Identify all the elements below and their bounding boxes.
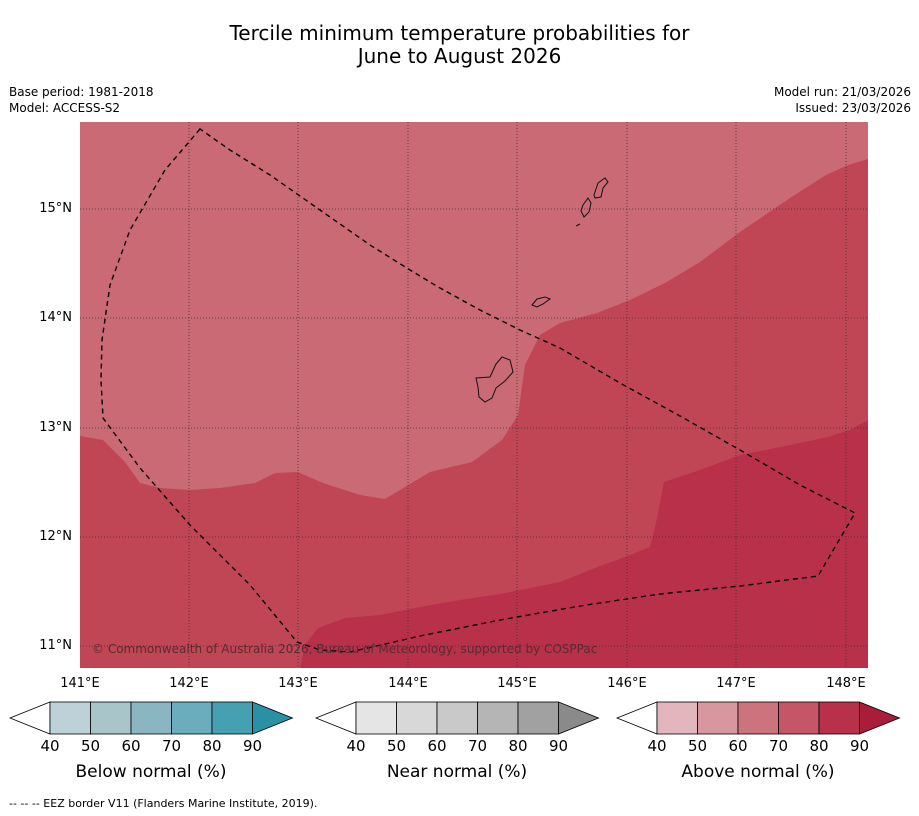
colorbar-tick: 40	[346, 737, 366, 755]
colorbar-extend-low	[8, 701, 51, 735]
lon-label-147e: 147°E	[716, 676, 756, 691]
colorbar-tick: 60	[728, 737, 748, 755]
lon-label-143e: 143°E	[278, 676, 318, 691]
lon-label-144e: 144°E	[388, 676, 428, 691]
colorbar-segment	[737, 701, 779, 735]
eez-legend-footer: -- -- -- EEZ border V11 (Flanders Marine…	[9, 797, 318, 810]
lat-label-13n: 13°N	[39, 420, 72, 435]
colorbar-tick: 90	[849, 737, 870, 755]
title-line-2: June to August 2026	[357, 44, 562, 68]
colorbar-extend-low	[615, 701, 658, 735]
colorbar-segment	[477, 701, 519, 735]
colorbar-extend-low	[314, 701, 357, 735]
colorbar-above	[615, 701, 901, 735]
colorbar-segment	[697, 701, 739, 735]
colorbar-above-label: Above normal (%)	[681, 762, 835, 782]
colorbar-tick: 50	[687, 737, 708, 755]
colorbar-tick: 80	[809, 737, 829, 755]
colorbar-segment	[517, 701, 559, 735]
grid-lines	[80, 122, 868, 668]
issued-date: Issued: 23/03/2026	[795, 101, 911, 115]
meta-left: Base period: 1981-2018 Model: ACCESS-S2	[9, 84, 154, 116]
colorbar-near-label: Near normal (%)	[386, 762, 528, 782]
colorbar-extend-high	[558, 701, 600, 735]
tinian-island	[580, 197, 592, 218]
colorbar-below	[8, 701, 294, 735]
zone-above-80	[300, 420, 868, 668]
aguijan-island	[575, 223, 581, 227]
colorbar-tick: 70	[467, 737, 488, 755]
colorbar-below-label: Below normal (%)	[75, 762, 227, 782]
lat-label-15n: 15°N	[39, 201, 72, 216]
colorbar-segment	[171, 701, 213, 735]
colorbar-segment	[656, 701, 698, 735]
colorbar-tick: 80	[202, 737, 222, 755]
colorbar-tick: 50	[386, 737, 407, 755]
colorbar-below-segments	[8, 701, 294, 735]
colorbar-tick: 40	[647, 737, 667, 755]
colorbar-tick: 60	[427, 737, 447, 755]
colorbar-near	[314, 701, 600, 735]
colorbar-tick: 90	[548, 737, 569, 755]
base-period: Base period: 1981-2018	[9, 85, 154, 99]
colorbar-near-segments	[314, 701, 600, 735]
colorbar-tick: 70	[161, 737, 182, 755]
colorbar-tick: 50	[80, 737, 101, 755]
model-run: Model run: 21/03/2026	[773, 85, 911, 99]
copyright-text: © Commonwealth of Australia 2026, Bureau…	[92, 642, 598, 656]
eez-border	[100, 128, 856, 653]
lon-label-141e: 141°E	[60, 676, 100, 691]
colorbar-tick: 60	[121, 737, 141, 755]
colorbar-tick: 80	[508, 737, 528, 755]
colorbar-extend-high	[859, 701, 901, 735]
map-title: Tercile minimum temperature probabilitie…	[0, 22, 919, 68]
lat-label-11n: 11°N	[39, 638, 72, 653]
colorbar-segment	[90, 701, 132, 735]
colorbar-segment	[818, 701, 860, 735]
colorbar-segment	[130, 701, 172, 735]
title-line-1: Tercile minimum temperature probabilitie…	[229, 21, 690, 45]
lat-label-14n: 14°N	[39, 310, 72, 325]
rota-island	[531, 296, 552, 308]
islands	[475, 177, 609, 403]
guam-island	[475, 356, 514, 403]
colorbar-segment	[211, 701, 253, 735]
lat-label-12n: 12°N	[39, 529, 72, 544]
colorbar-tick: 90	[242, 737, 263, 755]
colorbar-tick: 40	[40, 737, 60, 755]
colorbar-segment	[396, 701, 438, 735]
model-name: Model: ACCESS-S2	[9, 101, 121, 115]
lon-label-142e: 142°E	[169, 676, 209, 691]
lon-label-146e: 146°E	[607, 676, 647, 691]
colorbar-segment	[436, 701, 478, 735]
colorbar-segment	[778, 701, 820, 735]
colorbar-segment	[49, 701, 91, 735]
lon-label-148e: 148°E	[826, 676, 866, 691]
saipan-island	[593, 177, 609, 199]
colorbar-segment	[355, 701, 397, 735]
meta-right: Model run: 21/03/2026 Issued: 23/03/2026	[774, 84, 911, 116]
colorbar-tick: 70	[768, 737, 789, 755]
colorbar-above-segments	[615, 701, 901, 735]
colorbar-extend-high	[252, 701, 294, 735]
lon-label-145e: 145°E	[497, 676, 537, 691]
map-panel	[80, 122, 868, 668]
